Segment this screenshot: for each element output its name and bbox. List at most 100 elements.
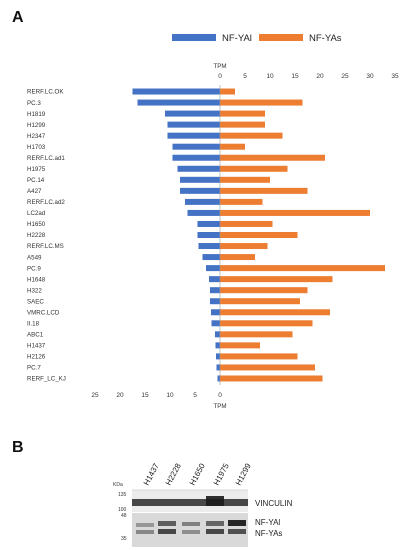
bar-nf-yas-pc-7 xyxy=(220,364,315,371)
category-label-saec: SAEC xyxy=(27,298,44,305)
category-label-h2228: H2228 xyxy=(27,232,46,239)
bar-nf-yas-rerf-lc-ad2 xyxy=(220,198,263,205)
bar-nf-yas-h1975 xyxy=(220,165,288,172)
bar-nf-yal-rerf-lc-ad2 xyxy=(185,198,220,205)
category-label-rerf-lc-ms: RERF.LC.MS xyxy=(27,243,64,250)
bottom-tick-15: 15 xyxy=(141,392,149,399)
band-nf-yas-h1437 xyxy=(136,530,154,534)
legend-swatch-nf-yal xyxy=(172,34,216,41)
bar-nf-yas-h1819 xyxy=(220,110,265,117)
category-label-h1648: H1648 xyxy=(27,276,46,283)
panel-letter-b: B xyxy=(12,439,24,456)
top-tick-35: 35 xyxy=(391,73,399,80)
bar-nf-yal-h1437 xyxy=(215,342,220,349)
bar-nf-yas-rerf-lc-kj xyxy=(220,375,323,382)
bar-nf-yas-vmrc-lcd xyxy=(220,309,330,316)
bar-nf-yal-rerf-lc-ad1 xyxy=(172,154,220,161)
bar-nf-yas-saec xyxy=(220,298,300,305)
category-label-h1975: H1975 xyxy=(27,166,46,173)
category-label-h1819: H1819 xyxy=(27,111,46,118)
legend-label-nf-yal: NF-YAl xyxy=(222,33,252,44)
bottom-tick-0: 0 xyxy=(218,392,222,399)
bar-nf-yas-a427 xyxy=(220,187,308,194)
bar-nf-yas-h2228 xyxy=(220,232,298,238)
category-label-a427: A427 xyxy=(27,188,42,195)
category-label-rerf-lc-kj: RERF_LC_KJ xyxy=(27,376,66,383)
bar-nf-yal-h1299 xyxy=(167,121,220,128)
bar-nf-yal-a549 xyxy=(202,254,220,261)
marker-100: 100 xyxy=(118,507,127,513)
category-label-h2347: H2347 xyxy=(27,133,46,140)
bar-nf-yas-h1650 xyxy=(220,220,273,227)
legend-label-nf-yas: NF-YAs xyxy=(309,33,342,44)
bar-nf-yal-rerf-lc-ok xyxy=(132,88,220,95)
bottom-tick-5: 5 xyxy=(193,392,197,399)
legend-swatch-nf-yas xyxy=(259,34,303,41)
bar-nf-yal-pc-7 xyxy=(216,364,220,371)
bar-nf-yal-saec xyxy=(210,298,220,305)
category-label-pc-3: PC.3 xyxy=(27,100,41,107)
band-label-nf-yal: NF-YAl xyxy=(255,518,280,527)
category-label-a549: A549 xyxy=(27,254,42,261)
western-blot: H1437 H2228 H1650 H1975 H1299 KDa 135 100 48… xyxy=(113,461,293,547)
category-label-h1703: H1703 xyxy=(27,144,46,151)
bar-nf-yal-h1975 xyxy=(177,165,220,172)
lane-label-h2228: H2228 xyxy=(164,461,183,487)
top-tick-0: 0 xyxy=(218,73,222,80)
band-nf-yas-h1299 xyxy=(228,529,246,534)
lane-labels: H1437 H2228 H1650 H1975 H1299 xyxy=(142,461,253,487)
bar-nf-yas-h2126 xyxy=(220,353,298,360)
bar-nf-yal-vmrc-lcd xyxy=(211,309,220,316)
bar-nf-yas-pc-9 xyxy=(220,265,385,272)
category-label-vmrc-lcd: VMRC.LCD xyxy=(27,309,60,316)
lane-label-h1650: H1650 xyxy=(188,461,207,487)
bar-nf-yas-h322 xyxy=(220,287,308,294)
top-tick-25: 25 xyxy=(341,73,349,80)
bottom-tick-10: 10 xyxy=(166,392,174,399)
category-label-h1437: H1437 xyxy=(27,343,46,350)
bottom-tick-labels: 25 20 15 10 5 0 xyxy=(91,392,222,399)
marker-135: 135 xyxy=(118,492,127,498)
nf-ya-bands xyxy=(136,520,246,534)
bar-nf-yal-h2347 xyxy=(167,132,220,139)
bar-nf-yas-h1299 xyxy=(220,121,265,128)
bar-nf-yal-h2228 xyxy=(197,232,220,238)
top-tick-15: 15 xyxy=(291,73,299,80)
bar-nf-yal-rerf-lc-ms xyxy=(198,243,220,250)
category-label-lc2ad: LC2ad xyxy=(27,210,46,217)
lane-label-h1299: H1299 xyxy=(234,461,253,487)
category-label-h1299: H1299 xyxy=(27,122,46,129)
category-label-h2126: H2126 xyxy=(27,354,46,361)
top-tick-30: 30 xyxy=(366,73,374,80)
bar-nf-yal-h1703 xyxy=(172,143,220,150)
bar-nf-yas-ii-18 xyxy=(220,320,313,327)
band-nf-yas-h2228 xyxy=(158,529,176,534)
bar-nf-yal-pc-3 xyxy=(137,99,220,106)
band-label-nf-yas: NF-YAs xyxy=(255,529,282,538)
top-tick-labels: 0 5 10 15 20 25 30 35 xyxy=(218,73,399,80)
axis-title-bottom: TPM xyxy=(213,403,226,410)
bar-nf-yal-abc1 xyxy=(215,331,220,338)
bar-nf-yal-h322 xyxy=(210,287,220,294)
marker-48: 48 xyxy=(121,513,127,519)
category-label-rerf-lc-ad1: RERF.LC.ad1 xyxy=(27,155,65,162)
band-nf-yal-h2228 xyxy=(158,521,176,526)
bottom-tick-20: 20 xyxy=(116,392,124,399)
category-label-rerf-lc-ad2: RERF.LC.ad2 xyxy=(27,199,65,206)
bar-nf-yas-h2347 xyxy=(220,132,283,139)
axis-title-top: TPM xyxy=(213,63,226,70)
lane-label-h1975: H1975 xyxy=(212,461,231,487)
band-nf-yal-h1975 xyxy=(206,521,224,526)
band-nf-yas-h1975 xyxy=(206,529,224,534)
top-tick-20: 20 xyxy=(316,73,324,80)
kda-label: KDa xyxy=(113,482,123,488)
bar-nf-yal-lc2ad xyxy=(187,209,220,216)
top-tick-5: 5 xyxy=(243,73,247,80)
chart-legend: NF-YAl NF-YAs xyxy=(172,33,342,44)
category-label-ii-18: II.18 xyxy=(27,320,40,327)
bar-nf-yas-a549 xyxy=(220,254,255,261)
bar-nf-yal-pc-9 xyxy=(206,265,220,272)
bar-nf-yas-abc1 xyxy=(220,331,293,338)
category-label-h1650: H1650 xyxy=(27,221,46,228)
